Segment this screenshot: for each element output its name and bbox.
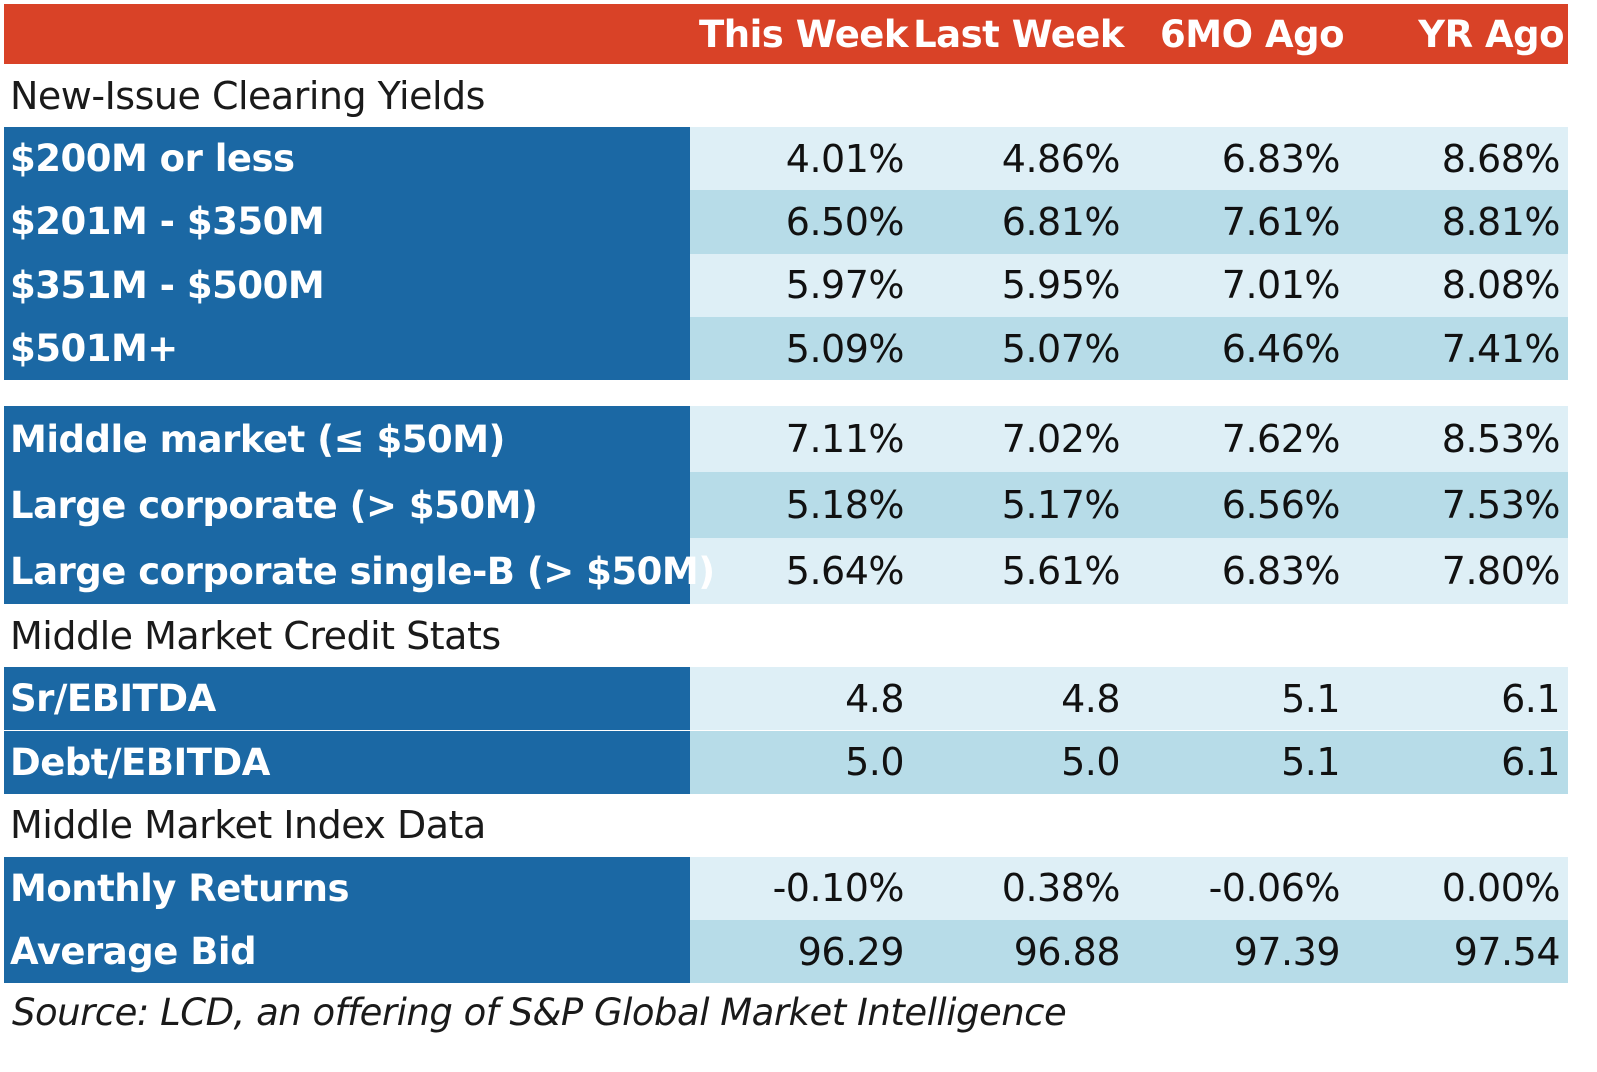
table-cell: 5.1 bbox=[1281, 740, 1340, 785]
row-background bbox=[690, 127, 1568, 191]
row-background bbox=[690, 667, 1568, 731]
table-cell: 6.1 bbox=[1501, 676, 1560, 721]
row-background bbox=[690, 253, 1568, 317]
column-header: YR Ago bbox=[1418, 12, 1564, 56]
table-cell: 5.64% bbox=[785, 549, 905, 594]
section-title: Middle Market Credit Stats bbox=[10, 613, 501, 658]
section-title: Middle Market Index Data bbox=[10, 803, 486, 848]
table-row: $351M - $500M 5.97% 5.95% 7.01% 8.08% bbox=[4, 253, 1568, 317]
table-cell: 5.1 bbox=[1281, 676, 1340, 721]
table-cell: 0.00% bbox=[1441, 866, 1561, 911]
table-cell: 8.53% bbox=[1441, 417, 1561, 462]
table-cell: 6.1 bbox=[1501, 740, 1560, 785]
table-cell: 97.54 bbox=[1453, 929, 1561, 974]
table-cell: 6.50% bbox=[785, 199, 905, 244]
table-cell: 5.0 bbox=[1061, 740, 1120, 785]
table-cell: 97.39 bbox=[1233, 929, 1341, 974]
table-cell: 6.83% bbox=[1221, 136, 1341, 181]
table-cell: 5.07% bbox=[1001, 326, 1121, 371]
table-cell: 7.41% bbox=[1441, 326, 1561, 371]
row-background bbox=[690, 472, 1568, 539]
column-header: 6MO Ago bbox=[1160, 12, 1344, 56]
row-background bbox=[690, 190, 1568, 254]
table-cell: 7.02% bbox=[1001, 417, 1121, 462]
section-title-row: New-Issue Clearing Yields bbox=[4, 64, 1568, 127]
table-row: $200M or less 4.01% 4.86% 6.83% 8.68% bbox=[4, 127, 1568, 191]
row-label: $201M - $350M bbox=[4, 190, 690, 254]
row-background bbox=[690, 316, 1568, 381]
table-cell: 96.88 bbox=[1013, 929, 1121, 974]
table-row: Average Bid 96.29 96.88 97.39 97.54 bbox=[4, 920, 1568, 984]
row-label: Monthly Returns bbox=[4, 856, 690, 921]
table-cell: 4.8 bbox=[1061, 676, 1120, 721]
table-row: Large corporate single-B (> $50M) 5.64% 5.… bbox=[4, 538, 1568, 605]
table-row: Monthly Returns -0.10% 0.38% -0.06% 0.00% bbox=[4, 856, 1568, 921]
row-background bbox=[690, 730, 1568, 794]
table-row: $201M - $350M 6.50% 6.81% 7.61% 8.81% bbox=[4, 190, 1568, 254]
table-row: Large corporate (> $50M) 5.18% 5.17% 6.56% 7… bbox=[4, 472, 1568, 539]
table-cell: 5.95% bbox=[1001, 263, 1121, 308]
row-label: Debt/EBITDA bbox=[4, 730, 690, 794]
row-background bbox=[690, 406, 1568, 473]
table-row: Debt/EBITDA 5.0 5.0 5.1 6.1 bbox=[4, 730, 1568, 794]
table-cell: 4.8 bbox=[845, 676, 904, 721]
table-cell: 8.68% bbox=[1441, 136, 1561, 181]
row-background bbox=[690, 856, 1568, 921]
table-cell: 8.08% bbox=[1441, 263, 1561, 308]
row-label: $200M or less bbox=[4, 127, 690, 191]
table-row: Sr/EBITDA 4.8 4.8 5.1 6.1 bbox=[4, 667, 1568, 731]
table-cell: 4.01% bbox=[785, 136, 905, 181]
section-title-row: Middle Market Index Data bbox=[4, 794, 1568, 857]
table-cell: 8.81% bbox=[1441, 199, 1561, 244]
table-cell: 5.18% bbox=[785, 483, 905, 528]
section-title: New-Issue Clearing Yields bbox=[10, 73, 485, 118]
row-label: Middle market (≤ $50M) bbox=[4, 406, 690, 473]
column-header: This Week bbox=[699, 12, 908, 56]
table-cell: 6.56% bbox=[1221, 483, 1341, 528]
table-cell: 7.61% bbox=[1221, 199, 1341, 244]
table-cell: 5.17% bbox=[1001, 483, 1121, 528]
row-label: Average Bid bbox=[4, 920, 690, 984]
table-cell: 0.38% bbox=[1001, 866, 1121, 911]
table-cell: 7.01% bbox=[1221, 263, 1341, 308]
table-cell: 6.83% bbox=[1221, 549, 1341, 594]
row-label: Large corporate (> $50M) bbox=[4, 472, 690, 539]
table-cell: -0.06% bbox=[1208, 866, 1341, 911]
column-header: Last Week bbox=[913, 12, 1124, 56]
table-cell: 4.86% bbox=[1001, 136, 1121, 181]
table-cell: 5.0 bbox=[845, 740, 904, 785]
table-cell: 6.81% bbox=[1001, 199, 1121, 244]
table-cell: 7.53% bbox=[1441, 483, 1561, 528]
table-cell: 5.97% bbox=[785, 263, 905, 308]
table-cell: -0.10% bbox=[772, 866, 905, 911]
table-cell: 7.80% bbox=[1441, 549, 1561, 594]
table-row: $501M+ 5.09% 5.07% 6.46% 7.41% bbox=[4, 316, 1568, 381]
table-cell: 7.11% bbox=[785, 417, 905, 462]
table-row: Middle market (≤ $50M) 7.11% 7.02% 7.62% 8.5… bbox=[4, 406, 1568, 473]
table-cell: 5.09% bbox=[785, 326, 905, 371]
section-title-row: Middle Market Credit Stats bbox=[4, 604, 1568, 667]
row-label: Large corporate single-B (> $50M) bbox=[4, 538, 715, 605]
table-cell: 5.61% bbox=[1001, 549, 1121, 594]
source-note: Source: LCD, an offering of S&P Global M… bbox=[12, 991, 1067, 1035]
row-background bbox=[690, 538, 1568, 605]
table-cell: 96.29 bbox=[797, 929, 905, 974]
row-background bbox=[690, 920, 1568, 984]
row-label: $351M - $500M bbox=[4, 253, 690, 317]
row-label: Sr/EBITDA bbox=[4, 667, 690, 731]
table-header-row: This Week Last Week 6MO Ago YR Ago bbox=[4, 4, 1568, 64]
table-cell: 6.46% bbox=[1221, 326, 1341, 371]
table-cell: 7.62% bbox=[1221, 417, 1341, 462]
row-label: $501M+ bbox=[4, 316, 690, 381]
